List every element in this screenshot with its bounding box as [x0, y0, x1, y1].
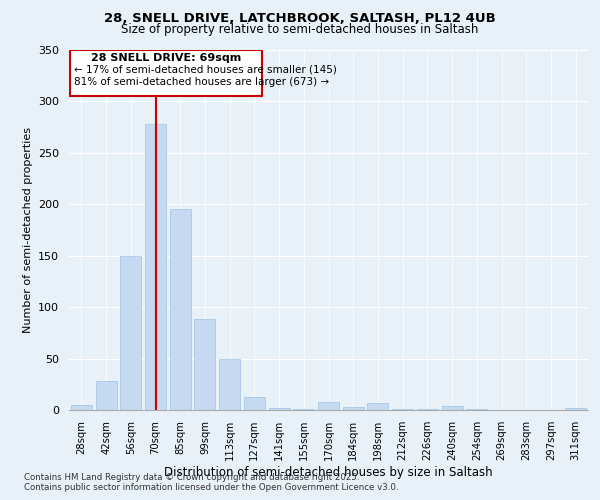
Bar [343, 407, 364, 410]
Bar [145, 124, 166, 410]
Bar [71, 405, 92, 410]
Bar [95, 381, 116, 410]
Bar [392, 409, 413, 410]
Text: Contains HM Land Registry data © Crown copyright and database right 2025.
Contai: Contains HM Land Registry data © Crown c… [24, 473, 398, 492]
Bar [219, 358, 240, 410]
Bar [442, 406, 463, 410]
Text: 81% of semi-detached houses are larger (673) →: 81% of semi-detached houses are larger (… [74, 76, 329, 86]
Bar [293, 409, 314, 410]
Bar [367, 403, 388, 410]
FancyBboxPatch shape [70, 50, 262, 96]
Bar [269, 408, 290, 410]
Bar [194, 320, 215, 410]
Bar [318, 402, 339, 410]
Bar [120, 256, 141, 410]
Bar [170, 210, 191, 410]
Bar [417, 409, 438, 410]
X-axis label: Distribution of semi-detached houses by size in Saltash: Distribution of semi-detached houses by … [164, 466, 493, 478]
Text: 28, SNELL DRIVE, LATCHBROOK, SALTASH, PL12 4UB: 28, SNELL DRIVE, LATCHBROOK, SALTASH, PL… [104, 12, 496, 26]
Text: 28 SNELL DRIVE: 69sqm: 28 SNELL DRIVE: 69sqm [91, 53, 241, 63]
Y-axis label: Number of semi-detached properties: Number of semi-detached properties [23, 127, 32, 333]
Text: ← 17% of semi-detached houses are smaller (145): ← 17% of semi-detached houses are smalle… [74, 64, 337, 74]
Bar [244, 396, 265, 410]
Bar [466, 409, 487, 410]
Text: Size of property relative to semi-detached houses in Saltash: Size of property relative to semi-detach… [121, 22, 479, 36]
Bar [565, 408, 586, 410]
